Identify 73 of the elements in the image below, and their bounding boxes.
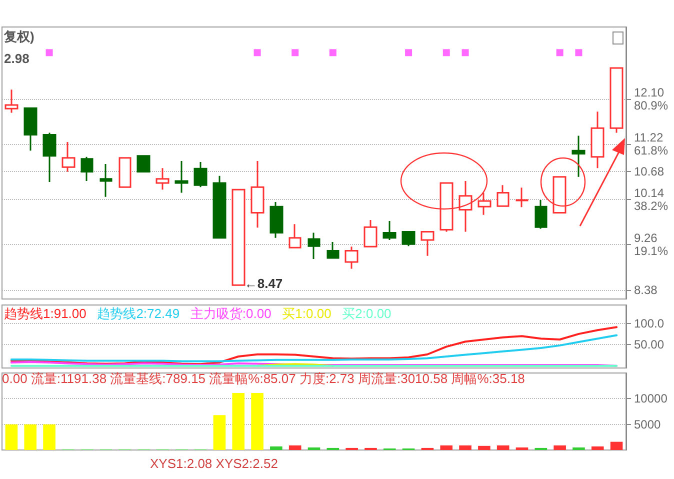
bar xyxy=(610,442,623,450)
candlestick xyxy=(194,161,208,188)
candlestick xyxy=(118,157,132,188)
bar xyxy=(440,445,453,450)
text: XYS1:2.08 XYS2:2.52 xyxy=(150,456,278,471)
text: 主力吸货:0.00 xyxy=(190,306,272,321)
y-tick-label: 10000 xyxy=(634,392,668,406)
y-tick-label: 10.14 38.2% xyxy=(634,186,668,213)
candlestick xyxy=(534,199,548,230)
annotation: ←8.47 xyxy=(244,276,283,292)
bar xyxy=(478,446,490,450)
y-tick-label: 12.10 80.9% xyxy=(634,85,668,112)
candlestick xyxy=(344,246,358,270)
annotation: 2.98 xyxy=(4,51,30,66)
bar xyxy=(5,424,18,450)
candlestick xyxy=(590,110,604,169)
line-series xyxy=(10,326,618,366)
candlestick xyxy=(174,160,188,194)
line-series xyxy=(10,334,618,362)
bar xyxy=(554,445,566,450)
bar xyxy=(43,424,56,450)
bar xyxy=(496,445,510,450)
candlestick xyxy=(552,176,566,214)
text: 趋势线1:91.00 xyxy=(4,306,86,321)
annotation: 复权) xyxy=(3,29,34,44)
bar xyxy=(251,393,264,450)
candlestick xyxy=(458,180,472,233)
candlestick xyxy=(156,167,170,190)
bar xyxy=(591,446,604,450)
bar xyxy=(213,415,226,450)
candlestick xyxy=(610,67,624,134)
candlestick xyxy=(212,175,226,239)
bar xyxy=(232,393,245,450)
bar xyxy=(516,447,528,450)
text: 买2:0.00 xyxy=(342,306,392,321)
candlestick xyxy=(136,154,150,172)
candlestick xyxy=(402,231,416,247)
text: 买1:0.00 xyxy=(282,306,332,321)
y-tick-label: 50.00 xyxy=(634,338,664,352)
candlestick xyxy=(232,188,246,286)
candlestick xyxy=(4,88,18,114)
text: 趋势线2:72.49 xyxy=(97,306,180,321)
candlestick xyxy=(572,135,586,178)
bar xyxy=(572,447,585,450)
candlestick xyxy=(440,182,454,233)
bar xyxy=(288,445,302,450)
candlestick xyxy=(62,141,76,172)
candlestick xyxy=(308,232,320,260)
candlestick xyxy=(364,219,378,248)
candlestick xyxy=(250,160,264,228)
y-tick-label: 8.38 xyxy=(634,282,658,297)
y-tick-label: 100.0 xyxy=(634,316,664,330)
candlestick xyxy=(288,223,302,248)
y-tick-label: 11.22 61.8% xyxy=(634,130,668,158)
bar xyxy=(270,446,282,450)
y-tick-label: 9.26 19.1% xyxy=(634,231,668,258)
candlestick xyxy=(42,132,56,183)
y-tick-label: 10.68 xyxy=(634,164,664,179)
candlestick xyxy=(420,231,434,257)
bar xyxy=(24,424,37,450)
candlestick xyxy=(326,241,340,259)
annotation: 0.00 流量:1191.38 流量基线:789.15 流量幅%:85.07 力度:2.73 周流量:3010.58 周幅%:35.18 xyxy=(2,371,525,386)
candlestick xyxy=(516,186,528,208)
candlestick xyxy=(496,184,510,207)
candlestick xyxy=(24,107,38,152)
bar xyxy=(459,445,472,450)
y-tick-label: 5000 xyxy=(634,417,662,432)
candlestick xyxy=(100,163,112,198)
bar xyxy=(308,447,320,450)
candlestick xyxy=(270,201,284,239)
candlestick xyxy=(80,156,94,182)
candlestick xyxy=(382,220,396,241)
candlestick xyxy=(478,192,492,216)
